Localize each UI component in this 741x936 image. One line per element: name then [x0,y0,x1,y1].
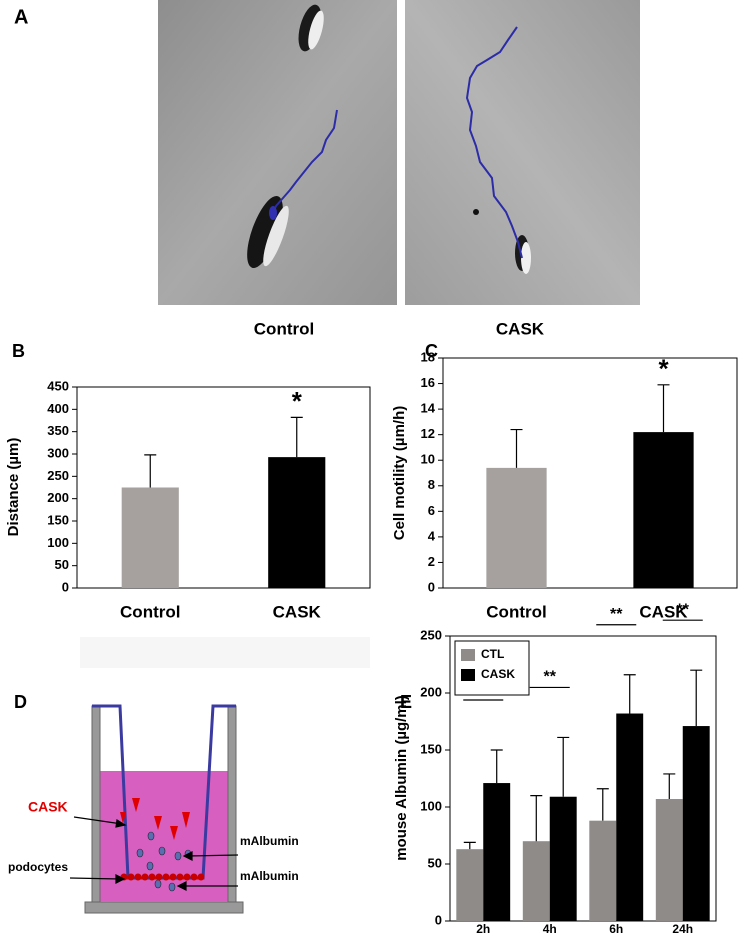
legend-swatch [461,649,475,661]
bar [483,783,511,921]
diagram-label: CASK [28,799,68,815]
y-tick-label: 400 [47,401,69,416]
y-tick-label: 14 [421,401,436,416]
bar [616,713,644,921]
x-tick-label: Control [486,602,546,621]
y-tick-label: 16 [421,375,435,390]
diagram-label: podocytes [8,860,68,874]
legend-label: CASK [481,667,515,681]
diagram-label: mAlbumin [240,869,299,883]
x-tick-label: 6h [609,922,623,936]
plot-frame [76,386,371,589]
significance-label: ** [677,601,690,618]
error-bar [663,773,676,800]
x-tick-label: 4h [543,922,557,936]
x-tick-label: CASK [273,602,322,621]
bar [486,467,547,588]
y-tick-label: 100 [47,535,69,550]
y-tick-label: 50 [55,557,69,572]
bar [655,799,683,921]
bar [121,487,179,588]
diagram-label: mAlbumin [240,834,299,848]
y-tick-label: 50 [428,855,442,870]
y-axis-title: mouse Albumin (µg/ml) [393,695,410,861]
bar [549,796,577,921]
y-tick-label: 8 [428,477,435,492]
y-tick-label: 0 [435,912,442,927]
bar [589,820,617,921]
y-tick-label: 12 [421,426,435,441]
significance-label: * [292,386,303,416]
micrograph-cask [405,0,640,305]
y-tick-label: 350 [47,423,69,438]
error-bar [490,749,503,784]
y-tick-label: 10 [421,452,435,467]
micrograph-control [158,0,397,305]
bar [456,849,484,921]
y-tick-label: 200 [420,684,442,699]
error-bar [690,669,703,727]
plot-frame [449,635,717,922]
caption: CASK [496,319,545,338]
x-tick-label: 24h [672,922,693,936]
error-bar [144,454,157,488]
panel-label: A [14,6,28,28]
legend-swatch [461,669,475,681]
error-bar [596,788,609,821]
bar [268,457,326,588]
significance-label: ** [610,606,623,623]
y-tick-label: 200 [47,490,69,505]
y-tick-label: 0 [62,579,69,594]
y-tick-label: 250 [47,468,69,483]
y-tick-label: 250 [420,627,442,642]
y-axis-title: Cell motility (µm/h) [391,406,408,540]
panel-label: B [12,341,25,361]
y-tick-label: 6 [428,503,435,518]
y-tick-label: 100 [420,798,442,813]
transwell-diagram [69,704,244,914]
y-tick-label: 150 [47,512,69,527]
y-tick-label: 2 [428,554,435,569]
error-bar [463,841,476,850]
x-tick-label: CASK [639,602,688,621]
y-tick-label: 150 [420,741,442,756]
y-tick-label: 0 [428,579,435,594]
y-tick-label: 4 [428,528,436,543]
error-bar [623,674,636,714]
legend-label: CTL [481,647,504,661]
error-bar [510,428,523,468]
y-axis-title: Distance (µm) [5,438,22,537]
significance-label: ** [544,669,557,686]
error-bar [530,795,543,842]
x-tick-label: 2h [476,922,490,936]
bar [522,841,550,921]
y-tick-label: 300 [47,445,69,460]
y-tick-label: 450 [47,378,69,393]
panel-label: E [400,692,412,712]
x-tick-label: Control [120,602,180,621]
bar [682,726,710,921]
background-strip [80,637,370,668]
error-bar [557,736,570,797]
plot-frame [442,357,738,589]
bar [633,432,694,588]
panel-label: D [14,692,27,712]
error-bar [290,416,303,458]
error-bar [657,384,670,433]
caption: Control [254,319,314,338]
y-tick-label: 18 [421,349,435,364]
significance-label: * [658,354,669,384]
panel-label: C [425,341,438,361]
